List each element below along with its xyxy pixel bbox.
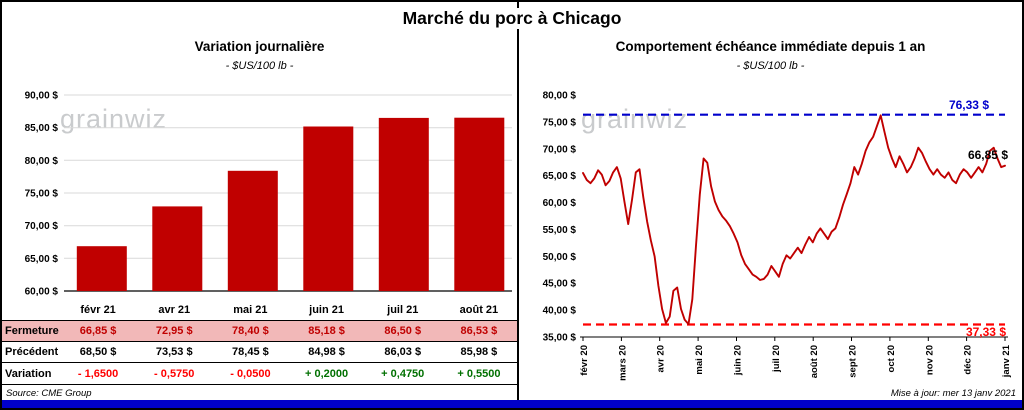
x-axis-tick-label: mars 20 xyxy=(617,345,628,381)
bar-chart: 90,00 $ 85,00 $ 80,00 $ 75,00 $ 70,00 $ 65,00… xyxy=(25,91,512,298)
x-axis-tick-label: avr 20 xyxy=(656,345,667,372)
y-axis-tick-label: 75,00 $ xyxy=(543,117,577,128)
grainwiz-watermark: grainwiz xyxy=(581,104,689,134)
month-label: août 21 xyxy=(459,304,499,316)
y-axis-tick-label: 85,00 $ xyxy=(25,123,59,134)
panel-divider xyxy=(517,2,519,408)
page-title: Marché du porc à Chicago xyxy=(2,8,1022,29)
value-cell: 78,45 $ xyxy=(232,346,269,358)
value-cell: 66,85 $ xyxy=(79,325,117,337)
right-chart-title: Comportement échéance immédiate depuis 1… xyxy=(615,39,926,54)
grainwiz-watermark: grainwiz xyxy=(60,104,168,134)
x-axis-tick-label: juin 20 xyxy=(733,345,744,376)
x-axis-tick-label: févr 20 xyxy=(579,345,590,376)
month-label: mai 21 xyxy=(233,304,268,316)
line-chart: 80,00 $ 75,00 $ 70,00 $ 65,00 $ 60,00 $ 55,00… xyxy=(543,91,1012,381)
month-label: avr 21 xyxy=(158,304,191,316)
y-axis-tick-label: 65,00 $ xyxy=(25,254,59,265)
bar-févr 21 xyxy=(76,246,127,291)
x-axis-tick-label: août 20 xyxy=(809,345,820,378)
value-cell: 85,18 $ xyxy=(308,325,345,337)
x-axis-tick-label: oct 20 xyxy=(886,345,897,372)
value-cell: 85,98 $ xyxy=(460,346,498,358)
bar-avr 21 xyxy=(152,206,203,291)
value-cell: + 0,2000 xyxy=(305,367,349,380)
value-cell: 84,98 $ xyxy=(308,346,345,358)
y-axis-tick-label: 75,00 $ xyxy=(25,189,59,200)
x-axis-tick-label: déc 20 xyxy=(963,345,974,375)
table-row-precedent: Précédent 68,50 $ 73,53 $ 78,45 $ 84,98 $ 86,… xyxy=(2,341,517,362)
value-cell: 72,95 $ xyxy=(155,325,193,337)
support-label: 37,33 $ xyxy=(966,325,1006,339)
y-axis-tick-label: 90,00 $ xyxy=(25,91,59,102)
left-chart-title: Variation journalière xyxy=(194,39,325,54)
y-axis-tick-label: 80,00 $ xyxy=(25,156,59,167)
page-title-text: Marché du porc à Chicago xyxy=(386,8,638,29)
value-cell: - 0,0500 xyxy=(230,367,271,380)
bottom-accent-bar xyxy=(2,400,1022,408)
left-chart-subtitle: - $US/100 lb - xyxy=(225,60,294,72)
value-cell: 68,50 $ xyxy=(79,346,117,358)
bar-juin 21 xyxy=(303,126,354,291)
row-label: Précédent xyxy=(5,346,59,358)
y-axis-tick-label: 60,00 $ xyxy=(25,287,59,298)
resistance-label: 76,33 $ xyxy=(949,98,989,112)
table-row-variation: Variation - 1,6500 - 0,5750 - 0,0500 + 0,200… xyxy=(2,362,517,385)
daily-variation-panel: grainwiz Variation journalière - $US/100… xyxy=(2,2,517,408)
table-row-fermeture: Fermeture 66,85 $ 72,95 $ 78,40 $ 85,18 $ 86,… xyxy=(2,320,517,341)
last-price-label: 66,85 $ xyxy=(968,148,1008,162)
value-cell: 78,40 $ xyxy=(232,325,269,337)
value-cell: + 0,4750 xyxy=(381,367,425,380)
y-axis-tick-label: 40,00 $ xyxy=(543,306,577,317)
front-month-panel: grainwiz Comportement échéance immédiate… xyxy=(519,2,1022,408)
y-axis-tick-label: 70,00 $ xyxy=(25,221,59,232)
y-axis-tick-label: 45,00 $ xyxy=(543,279,577,290)
month-header-row: févr 21 avr 21 mai 21 juin 21 juil 21 août 21 xyxy=(2,300,517,320)
value-cell: 86,53 $ xyxy=(460,325,498,337)
price-line-series xyxy=(582,114,1006,326)
x-axis-tick-label: sept 20 xyxy=(848,345,859,378)
y-axis-tick-label: 60,00 $ xyxy=(543,198,577,209)
value-cell: - 0,5750 xyxy=(154,367,195,380)
price-table: févr 21 avr 21 mai 21 juin 21 juil 21 août 21… xyxy=(2,300,517,385)
month-label: févr 21 xyxy=(80,304,116,316)
value-cell: 86,03 $ xyxy=(384,346,422,358)
y-axis-tick-label: 35,00 $ xyxy=(543,333,577,344)
month-label: juin 21 xyxy=(309,304,344,316)
y-axis-tick-label: 70,00 $ xyxy=(543,144,577,155)
value-cell: - 1,6500 xyxy=(77,367,119,380)
update-note: Mise à jour: mer 13 janv 2021 xyxy=(890,388,1016,399)
value-cell: 86,50 $ xyxy=(384,325,422,337)
row-label: Variation xyxy=(5,367,52,380)
source-note: Source: CME Group xyxy=(6,388,92,399)
month-label: juil 21 xyxy=(387,304,419,316)
y-axis-tick-label: 80,00 $ xyxy=(543,91,577,102)
value-cell: + 0,5500 xyxy=(457,367,501,380)
x-axis-tick-label: juil 20 xyxy=(771,345,782,373)
bar-mai 21 xyxy=(227,170,278,291)
x-axis-tick-label: mai 20 xyxy=(694,345,705,375)
y-axis-tick-label: 50,00 $ xyxy=(543,252,577,263)
x-axis-tick-label: nov 20 xyxy=(924,345,935,375)
bar-août 21 xyxy=(454,117,505,291)
y-axis-tick-label: 55,00 $ xyxy=(543,225,577,236)
x-axis-tick-label: janv 21 xyxy=(1001,344,1012,378)
bar-juil 21 xyxy=(378,117,429,292)
row-label: Fermeture xyxy=(5,325,59,337)
value-cell: 73,53 $ xyxy=(155,346,193,358)
right-chart-subtitle: - $US/100 lb - xyxy=(736,60,805,72)
y-axis-tick-label: 65,00 $ xyxy=(543,171,577,182)
